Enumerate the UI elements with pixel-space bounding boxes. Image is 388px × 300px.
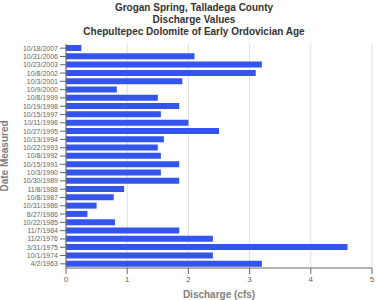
svg-text:8/27/1986: 8/27/1986 — [27, 211, 58, 218]
svg-text:10/9/2000: 10/9/2000 — [27, 86, 58, 93]
svg-text:10/23/2003: 10/23/2003 — [23, 61, 58, 68]
html-text:Grogan Spring, Talladega Count: Grogan Spring, Talladega County — [114, 2, 274, 13]
svg-text:2: 2 — [186, 275, 191, 284]
svg-text:Discharge (cfs): Discharge (cfs) — [183, 289, 255, 300]
svg-text:10/8/1992: 10/8/1992 — [27, 152, 58, 159]
svg-text:10/22/1985: 10/22/1985 — [23, 219, 58, 226]
svg-text:Date Measured: Date Measured — [8, 120, 10, 191]
svg-text:3/31/1975: 3/31/1975 — [27, 244, 58, 251]
svg-text:0: 0 — [64, 275, 69, 284]
svg-text:10/30/1989: 10/30/1989 — [23, 177, 58, 184]
svg-text:3: 3 — [247, 275, 252, 284]
svg-text:10/3/1990: 10/3/1990 — [27, 169, 58, 176]
svg-text:10/22/1993: 10/22/1993 — [23, 144, 58, 151]
svg-text:1: 1 — [125, 275, 130, 284]
svg-text:11/7/1984: 11/7/1984 — [27, 227, 58, 234]
svg-text:4/2/1963: 4/2/1963 — [31, 260, 58, 267]
svg-text:4: 4 — [309, 275, 314, 284]
svg-text:10/15/1991: 10/15/1991 — [23, 161, 58, 168]
html-text:Chepultepec Dolomite of Early: Chepultepec Dolomite of Early Ordovician… — [83, 26, 305, 37]
svg-text:10/8/2002: 10/8/2002 — [27, 70, 58, 77]
svg-text:10/13/1994: 10/13/1994 — [23, 136, 58, 143]
svg-text:10/18/2007: 10/18/2007 — [23, 45, 58, 52]
svg-text:10/11/1996: 10/11/1996 — [23, 119, 58, 126]
svg-text:10/27/1995: 10/27/1995 — [23, 128, 58, 135]
svg-text:10/31/1986: 10/31/1986 — [23, 202, 58, 209]
svg-text:10/8/1999: 10/8/1999 — [27, 94, 58, 101]
svg-text:10/1/1974: 10/1/1974 — [27, 252, 58, 259]
svg-text:11/8/1988: 11/8/1988 — [27, 186, 58, 193]
svg-text:11/2/1976: 11/2/1976 — [27, 235, 58, 242]
svg-text:5: 5 — [370, 275, 375, 284]
svg-text:10/15/1997: 10/15/1997 — [23, 111, 58, 118]
svg-text:10/8/1987: 10/8/1987 — [27, 194, 58, 201]
html-text:Discharge Values: Discharge Values — [152, 14, 236, 25]
svg-text:10/3/2001: 10/3/2001 — [27, 78, 58, 85]
svg-text:10/31/2006: 10/31/2006 — [23, 53, 58, 60]
svg-text:10/19/1998: 10/19/1998 — [23, 103, 58, 110]
